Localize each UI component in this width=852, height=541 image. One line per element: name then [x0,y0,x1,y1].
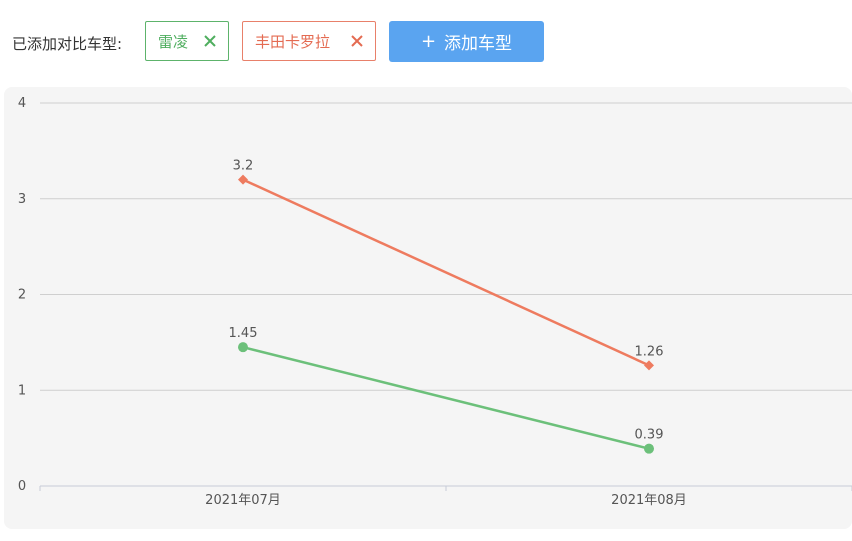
tag-leiling[interactable]: 雷凌 [145,21,229,61]
data-point [238,174,248,185]
series-line [242,345,650,450]
line-chart: 0 1 2 3 4 2021年07月 2021年08月 1.45 0.39 3.2 1.26 [18,96,852,508]
add-model-button[interactable]: + 添加车型 [389,21,544,62]
y-tick-label: 2 [18,288,26,303]
y-tick-label: 3 [18,192,26,207]
y-tick-label: 4 [18,96,26,111]
data-label: 1.45 [229,326,258,341]
y-tick-label: 0 [18,479,26,494]
y-tick-label: 1 [18,383,26,398]
data-label: 3.2 [233,159,254,174]
x-tick-label: 2021年07月 [205,493,281,508]
compare-label: 已添加对比车型: [12,35,123,53]
tag-corolla[interactable]: 丰田卡罗拉 [242,21,376,61]
data-label: 0.39 [635,428,664,443]
x-tick-label: 2021年08月 [611,493,687,508]
series-line [242,178,650,367]
data-point [644,443,654,454]
close-icon[interactable] [204,35,216,47]
data-point [644,360,654,371]
tag-corolla-label: 丰田卡罗拉 [255,32,331,51]
data-point [238,342,248,353]
data-label: 1.26 [635,344,664,359]
plus-icon: + [420,31,437,52]
tag-leiling-label: 雷凌 [158,32,189,51]
add-model-label: 添加车型 [444,34,513,54]
close-icon[interactable] [351,35,363,47]
compare-toolbar: 已添加对比车型: 雷凌 丰田卡罗拉 + 添加车型 [0,0,852,82]
chart-panel: 0 1 2 3 4 2021年07月 2021年08月 1.45 0.39 3.2 1.26 [4,87,852,529]
